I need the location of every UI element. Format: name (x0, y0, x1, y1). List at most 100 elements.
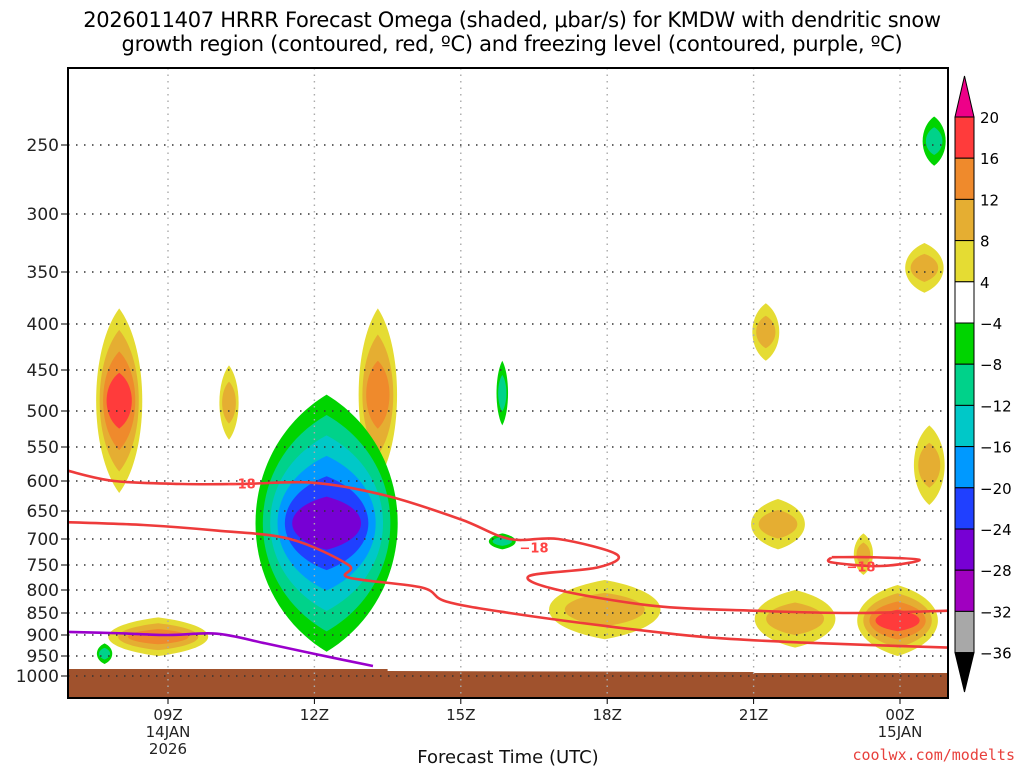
y-tick-label: 500 (27, 402, 59, 422)
omega-shade-level (875, 609, 920, 632)
ground-layer (68, 669, 948, 698)
colorbar-label: −36 (980, 645, 1012, 663)
colorbar-swatch (954, 569, 975, 612)
y-tick-label: 450 (27, 361, 59, 381)
colorbar-under-triangle (954, 652, 975, 693)
colorbar-label: 8 (980, 233, 990, 251)
colorbar-swatch (954, 322, 975, 365)
omega-shade-level (758, 509, 798, 539)
contour-freezing-level (68, 630, 374, 668)
omega-region-downward-motion-right-top (922, 116, 946, 166)
colorbar-label: −8 (980, 356, 1002, 374)
x-tick-label: 09Z (153, 706, 182, 724)
colorbar: 20 16 12 8 4 −4 −8 −12 −16 −20 −24 −28 −32 −36 (954, 75, 1012, 693)
x-axis-title: Forecast Time (UTC) (417, 747, 598, 768)
colorbar-label: −24 (980, 521, 1012, 539)
omega-region-upward-motion-left-column (96, 308, 143, 493)
colorbar-swatch (954, 240, 975, 283)
x-tick-label: 00Z (885, 706, 914, 724)
y-axis: 2503003504004505005506006507007508008509… (16, 136, 68, 687)
x-tick-label: 2026 (149, 740, 187, 758)
omega-shade-level (856, 542, 871, 566)
omega-region-upward-motion-00z-lower (857, 585, 938, 656)
colorbar-swatch (954, 281, 975, 324)
omega-region-downward-motion-core-13z (255, 394, 398, 652)
omega-region-small-upward-1030z (219, 365, 239, 440)
omega-shade-level (910, 253, 939, 282)
omega-region-upward-motion-right-mid (913, 425, 945, 505)
colorbar-over-triangle (954, 75, 975, 118)
contour-labels: −18 −18 −18 (227, 477, 876, 576)
colorbar-swatch (954, 116, 975, 159)
colorbar-swatch (954, 157, 975, 200)
colorbar-label: −16 (980, 439, 1012, 457)
x-tick-label: 14JAN (146, 723, 191, 741)
omega-shade-level (925, 127, 943, 156)
chart-title-line-2: growth region (contoured, red, ºC) and f… (121, 32, 903, 56)
colorbar-label: −12 (980, 397, 1012, 415)
credit-link[interactable]: coolwx.com/modelts (852, 746, 1015, 764)
contour-dgz-upper (68, 469, 948, 615)
y-tick-label: 950 (27, 647, 59, 667)
y-tick-label: 250 (27, 136, 59, 156)
y-tick-label: 400 (27, 315, 59, 335)
omega-shade-level (756, 315, 776, 349)
colorbar-swatch (954, 404, 975, 448)
omega-region-upward-motion-right-upper (905, 243, 944, 293)
y-tick-label: 800 (27, 581, 59, 601)
colorbar-swatch (954, 528, 975, 571)
omega-shade-level (99, 647, 111, 660)
contour-lines (68, 469, 948, 668)
y-tick-label: 650 (27, 502, 59, 522)
y-tick-label: 550 (27, 438, 59, 458)
colorbar-label: −28 (980, 562, 1012, 580)
plot-frame (67, 67, 949, 699)
omega-shade-level (222, 381, 236, 424)
chart-title: 2026011407 HRRR Forecast Omega (shaded, … (0, 8, 1024, 56)
x-tick-label: 15JAN (878, 723, 923, 741)
contour-dgz-lower (68, 520, 948, 649)
colorbar-label: −20 (980, 480, 1012, 498)
omega-region-small-downward-16z (496, 360, 509, 426)
ground-fill (68, 669, 948, 698)
colorbar-label: 12 (980, 191, 999, 209)
chart-title-line-1: 2026011407 HRRR Forecast Omega (shaded, … (83, 8, 941, 32)
omega-shade-level (292, 496, 362, 550)
x-tick-label: 18Z (593, 706, 622, 724)
omega-shade-level (127, 629, 189, 645)
omega-shade-level (498, 374, 507, 412)
omega-shading (96, 116, 946, 664)
x-tick-label: 12Z (300, 706, 329, 724)
omega-region-small-downward-0730z (96, 643, 113, 664)
omega-region-upward-motion-21z-upper (752, 303, 780, 361)
y-tick-label: 1000 (16, 667, 59, 687)
y-tick-label: 350 (27, 263, 59, 283)
contour-label: −18 (520, 541, 549, 556)
colorbar-swatch (954, 487, 975, 530)
y-tick-label: 700 (27, 530, 59, 550)
colorbar-label: 20 (980, 109, 999, 127)
contour-dgz-loop-2330z (826, 555, 921, 568)
y-tick-label: 300 (27, 205, 59, 225)
x-tick-label: 15Z (446, 706, 475, 724)
omega-shade-level (918, 442, 941, 488)
colorbar-label: 4 (980, 274, 990, 292)
y-tick-label: 600 (27, 472, 59, 492)
colorbar-label: 16 (980, 150, 999, 168)
colorbar-label: −4 (980, 315, 1002, 333)
y-tick-label: 750 (27, 556, 59, 576)
y-tick-label: 850 (27, 604, 59, 624)
colorbar-swatch (954, 610, 975, 654)
contour-label: −18 (227, 477, 256, 492)
colorbar-label: −32 (980, 603, 1012, 621)
y-tick-label: 900 (27, 626, 59, 646)
colorbar-swatch (954, 198, 975, 242)
contour-label: −18 (846, 561, 875, 576)
omega-region-upward-motion-left-lower (108, 617, 209, 656)
x-tick-label: 21Z (739, 706, 768, 724)
grid-lines (68, 68, 948, 698)
colorbar-swatch (954, 446, 975, 489)
omega-shade-level (106, 372, 132, 429)
